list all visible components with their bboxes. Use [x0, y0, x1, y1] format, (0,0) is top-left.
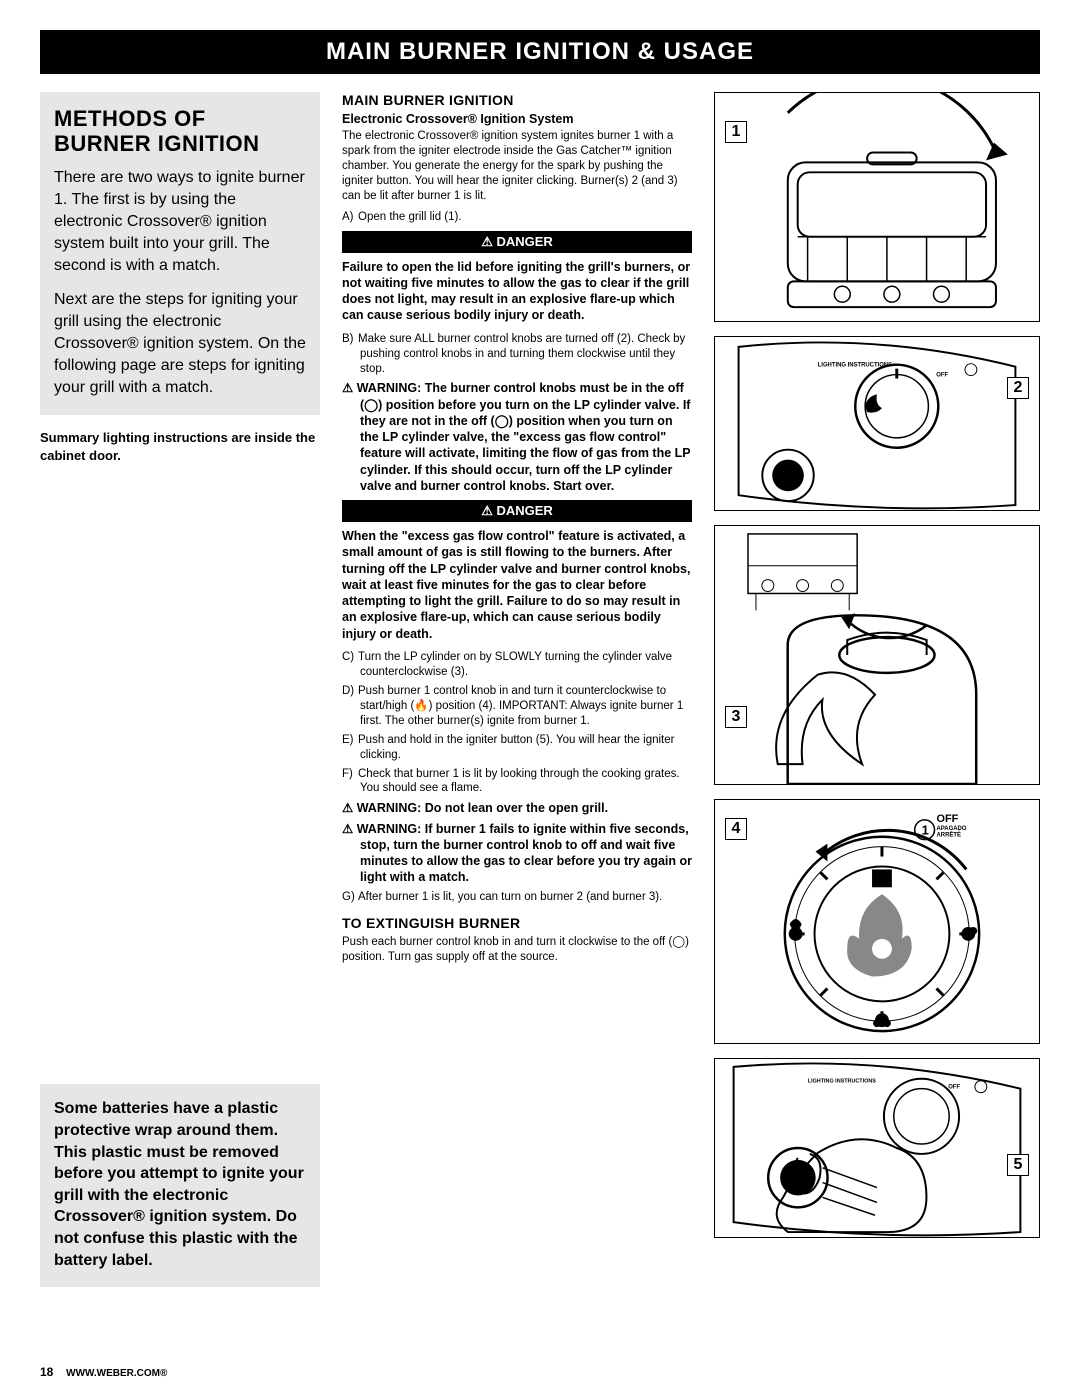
- step-e: E)Push and hold in the igniter button (5…: [342, 733, 692, 763]
- step-b: B)Make sure ALL burner control knobs are…: [342, 332, 692, 377]
- methods-box: METHODS OF BURNER IGNITION There are two…: [40, 92, 320, 415]
- mid-heading: MAIN BURNER IGNITION: [342, 92, 692, 108]
- left-column: METHODS OF BURNER IGNITION There are two…: [40, 92, 320, 1287]
- tank-valve-illustration: [715, 526, 1039, 784]
- svg-text:APAGADO: APAGADO: [937, 826, 967, 832]
- danger-text-1: Failure to open the lid before igniting …: [342, 259, 692, 324]
- warning-f2: WARNING: If burner 1 fails to ignite wit…: [342, 821, 692, 886]
- footer-url: WWW.WEBER.COM®: [66, 1368, 167, 1379]
- figure-4-number: 4: [725, 818, 747, 840]
- figure-1-number: 1: [725, 121, 747, 143]
- extinguish-heading: TO EXTINGUISH BURNER: [342, 915, 692, 931]
- page-footer: 18 WWW.WEBER.COM®: [40, 1365, 167, 1379]
- figure-2-number: 2: [1007, 377, 1029, 399]
- figure-4: 4: [714, 799, 1040, 1044]
- step-a: A)Open the grill lid (1).: [342, 210, 692, 225]
- figure-1: 1: [714, 92, 1040, 322]
- grill-lid-illustration: [715, 93, 1039, 321]
- knob-panel-illustration: LIGHTING INSTRUCTIONS OFF: [715, 337, 1039, 510]
- step-g: G)After burner 1 is lit, you can turn on…: [342, 890, 692, 905]
- methods-heading: METHODS OF BURNER IGNITION: [54, 106, 306, 157]
- figure-2: 2 LIGHTING INSTRUCTIONS OFF: [714, 336, 1040, 511]
- methods-p2: Next are the steps for igniting your gri…: [54, 289, 306, 399]
- extinguish-text: Push each burner control knob in and tur…: [342, 935, 692, 965]
- middle-column: MAIN BURNER IGNITION Electronic Crossove…: [342, 92, 692, 1287]
- summary-note: Summary lighting instructions are inside…: [40, 429, 320, 464]
- step-d: D)Push burner 1 control knob in and turn…: [342, 684, 692, 729]
- figure-3-number: 3: [725, 706, 747, 728]
- danger-bar-2: DANGER: [342, 500, 692, 522]
- svg-text:OFF: OFF: [936, 373, 948, 379]
- svg-text:ARRÊTÉ: ARRÊTÉ: [937, 831, 961, 839]
- step-c: C)Turn the LP cylinder on by SLOWLY turn…: [342, 650, 692, 680]
- mid-subheading: Electronic Crossover® Ignition System: [342, 112, 692, 126]
- igniter-press-illustration: LIGHTING INSTRUCTIONS OFF: [715, 1059, 1039, 1237]
- mid-intro: The electronic Crossover® ignition syste…: [342, 129, 692, 204]
- figure-5: 5 LIGHTING INSTRUCTIONS OFF: [714, 1058, 1040, 1238]
- figure-3: 3: [714, 525, 1040, 785]
- svg-text:LIGHTING INSTRUCTIONS: LIGHTING INSTRUCTIONS: [818, 363, 892, 369]
- warning-f1: WARNING: Do not lean over the open grill…: [342, 800, 692, 816]
- page-number: 18: [40, 1365, 53, 1379]
- right-column: 1 2: [714, 92, 1040, 1287]
- danger-text-2: When the "excess gas flow control" featu…: [342, 528, 692, 642]
- methods-p1: There are two ways to ignite burner 1. T…: [54, 167, 306, 277]
- svg-text:OFF: OFF: [937, 813, 959, 825]
- figure-5-number: 5: [1007, 1154, 1029, 1176]
- warning-b: WARNING: The burner control knobs must b…: [342, 380, 692, 494]
- svg-text:1: 1: [922, 823, 929, 838]
- burner-knob-illustration: 1 OFF APAGADO ARRÊTÉ: [715, 800, 1039, 1043]
- step-f: F)Check that burner 1 is lit by looking …: [342, 767, 692, 797]
- battery-callout: Some batteries have a plastic protective…: [40, 1084, 320, 1287]
- section-banner: MAIN BURNER IGNITION & USAGE: [40, 30, 1040, 74]
- column-layout: METHODS OF BURNER IGNITION There are two…: [40, 92, 1040, 1287]
- svg-text:LIGHTING INSTRUCTIONS: LIGHTING INSTRUCTIONS: [808, 1079, 876, 1085]
- svg-text:OFF: OFF: [948, 1085, 960, 1091]
- danger-bar-1: DANGER: [342, 231, 692, 253]
